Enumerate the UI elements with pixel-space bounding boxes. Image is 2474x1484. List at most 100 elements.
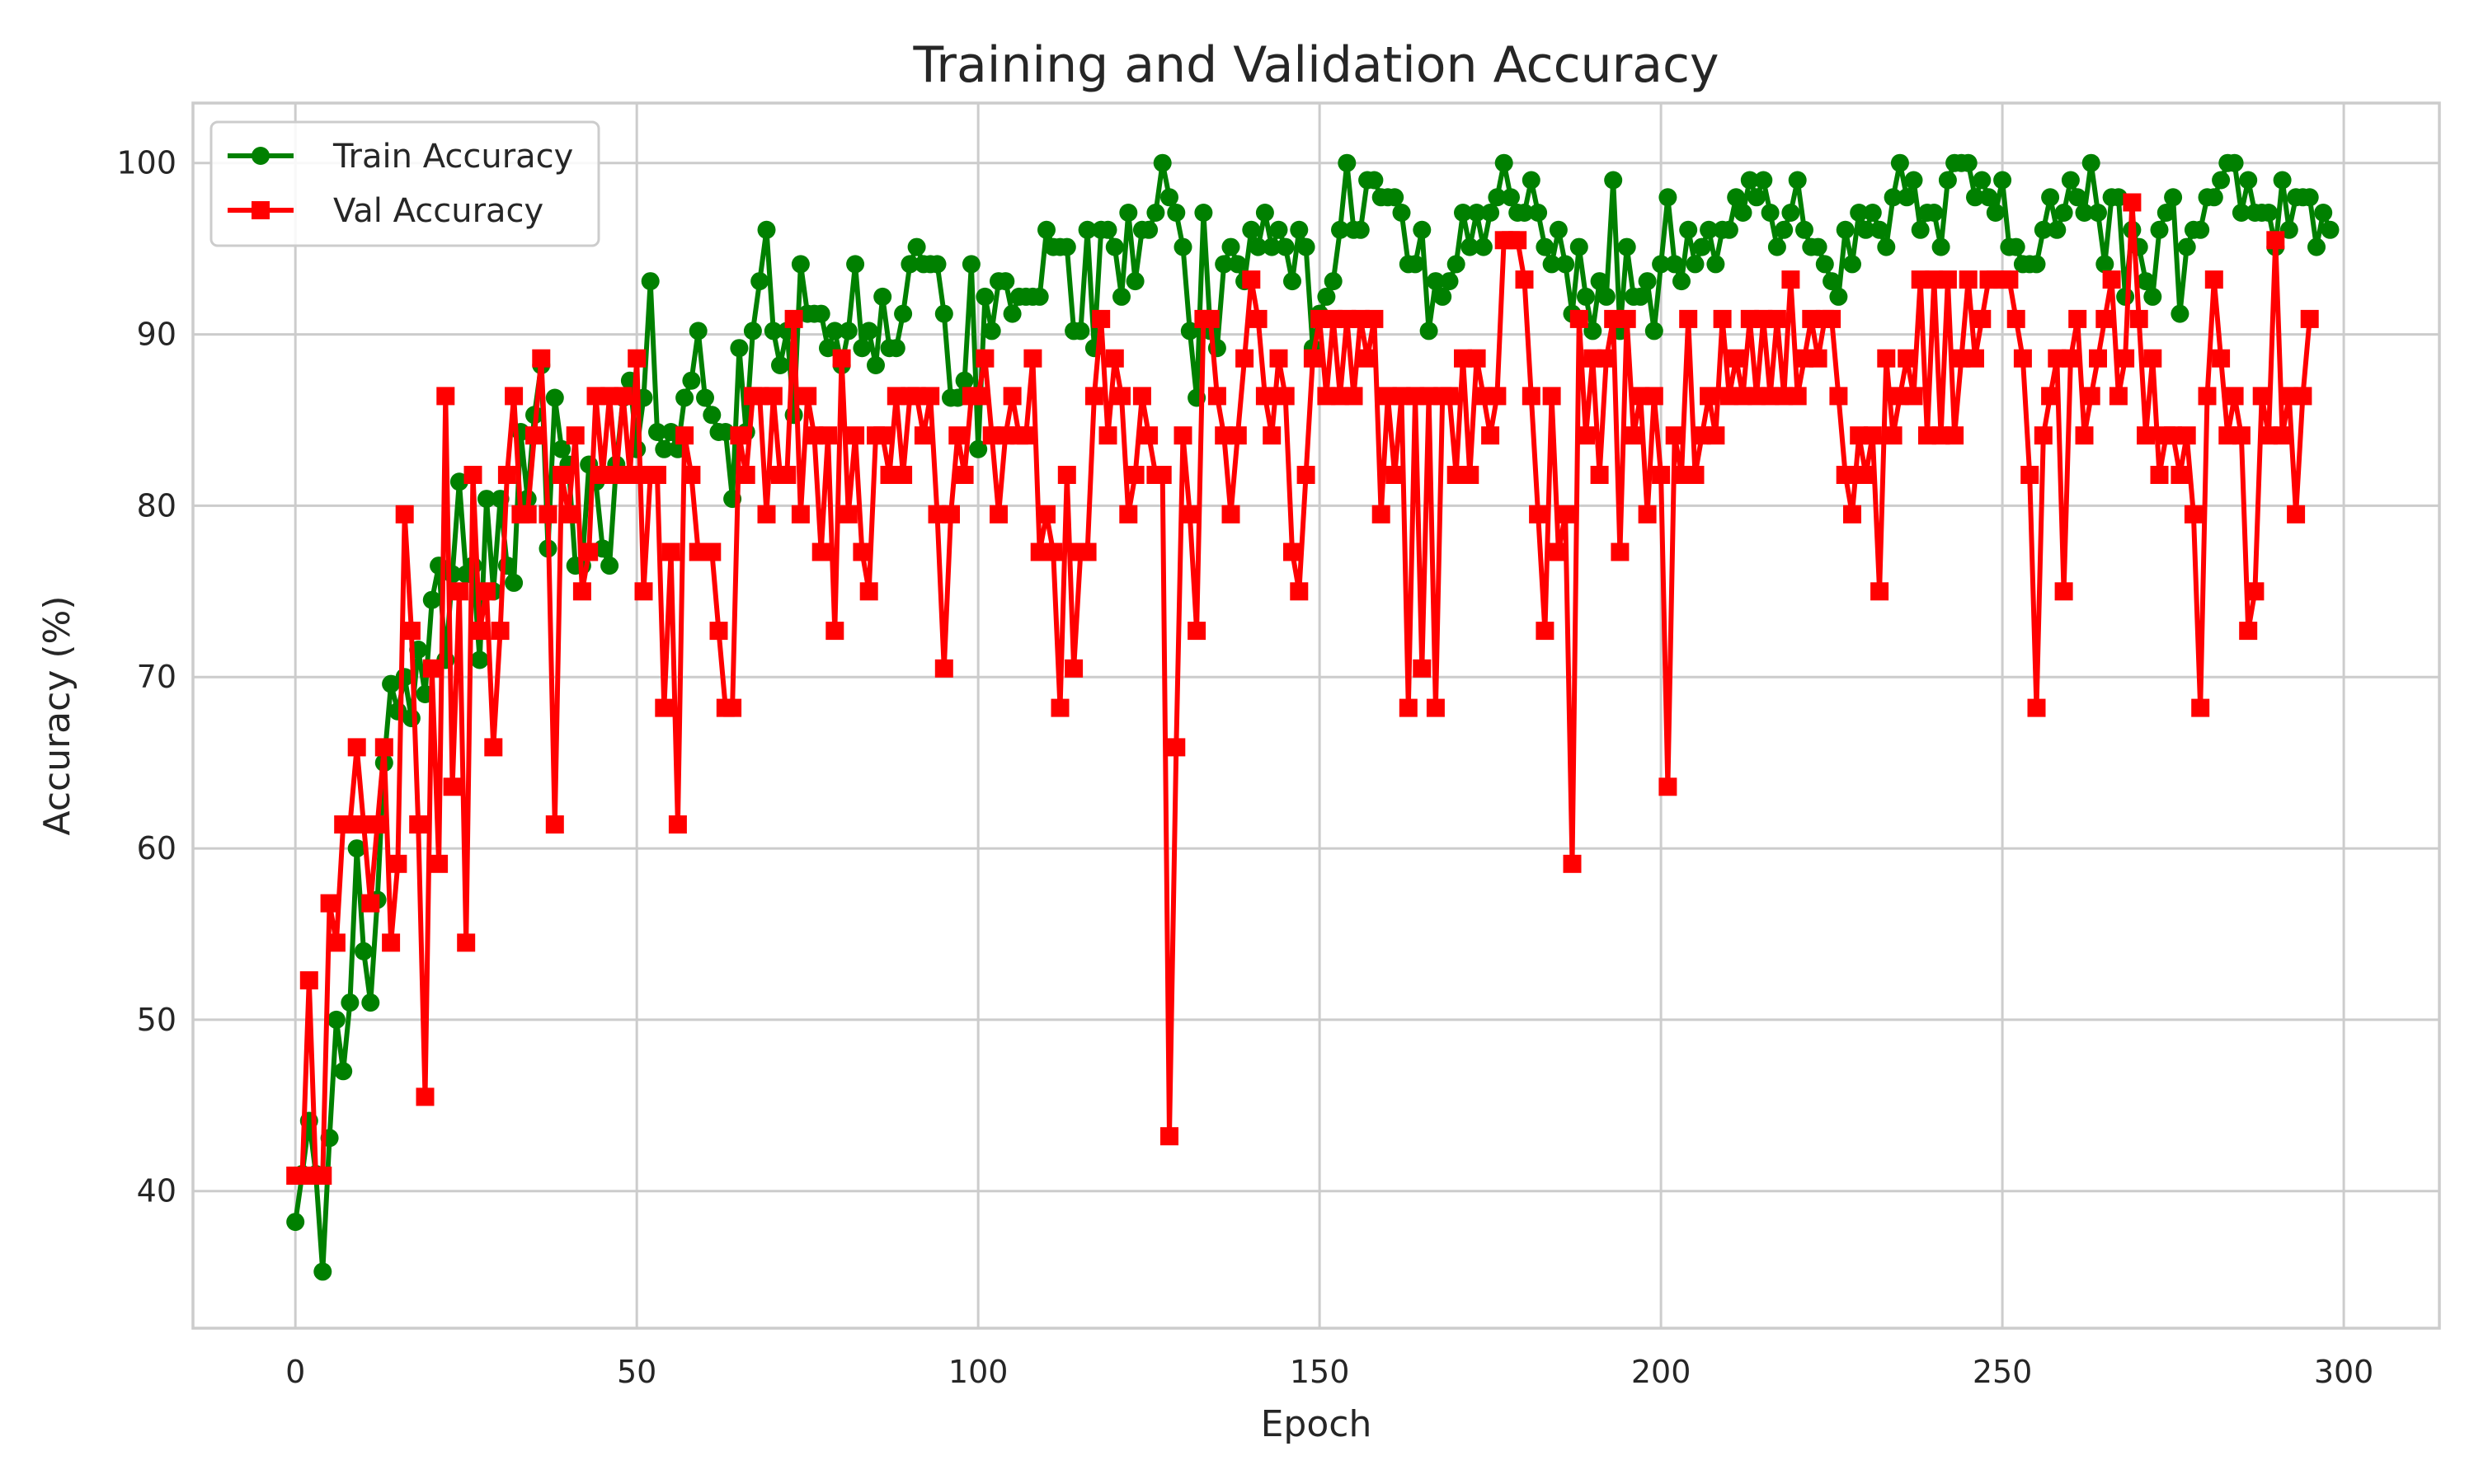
data-point xyxy=(730,339,749,358)
y-tick-label: 60 xyxy=(137,830,176,866)
data-point xyxy=(1700,387,1719,406)
data-point xyxy=(525,426,543,445)
data-point xyxy=(1215,255,1234,274)
data-point xyxy=(1856,220,1875,239)
data-point xyxy=(689,322,708,340)
data-point xyxy=(1440,272,1459,291)
data-point xyxy=(1446,255,1465,274)
data-point xyxy=(1877,349,1896,368)
data-point xyxy=(1850,204,1869,222)
data-point xyxy=(1652,466,1671,484)
x-axis-label: Epoch xyxy=(1261,1403,1372,1445)
tick-labels: 0 50 100 150 200 250 300 40 50 60 70 80 90 100 xyxy=(116,145,2373,1390)
data-point xyxy=(955,371,974,390)
data-point xyxy=(1767,309,1786,328)
legend: Train Accuracy Val Accuracy xyxy=(209,120,600,247)
data-point xyxy=(1569,237,1588,256)
data-point xyxy=(518,505,537,524)
data-point xyxy=(1529,204,1548,222)
data-point xyxy=(430,854,449,873)
data-point xyxy=(1221,505,1240,524)
data-point xyxy=(1700,220,1719,239)
data-point xyxy=(355,815,373,834)
data-point xyxy=(2054,582,2073,601)
data-point xyxy=(1283,542,1301,561)
data-point xyxy=(1597,349,1616,368)
data-point xyxy=(2102,270,2121,289)
data-point xyxy=(1918,426,1936,445)
data-point xyxy=(1153,153,1172,172)
data-point xyxy=(2212,349,2231,368)
data-point xyxy=(628,349,647,368)
data-point xyxy=(347,839,366,858)
data-point xyxy=(2143,287,2162,306)
data-point xyxy=(1829,387,1848,406)
data-point xyxy=(859,582,878,601)
data-point xyxy=(648,466,666,484)
series-layer xyxy=(286,153,2340,1281)
data-point xyxy=(341,993,360,1012)
data-point xyxy=(757,220,776,239)
data-point xyxy=(1419,387,1438,406)
data-point xyxy=(566,426,585,445)
data-point xyxy=(1788,171,1807,190)
data-point xyxy=(778,466,797,484)
data-point xyxy=(2191,220,2210,239)
data-point xyxy=(1569,309,1588,328)
data-point xyxy=(1317,287,1336,306)
data-point xyxy=(1706,426,1725,445)
data-point xyxy=(1071,322,1090,340)
y-tick-label: 100 xyxy=(116,145,176,181)
data-point xyxy=(1454,204,1472,222)
data-point xyxy=(491,622,510,641)
data-point xyxy=(1686,255,1705,274)
data-point xyxy=(2266,231,2285,250)
data-point xyxy=(402,709,421,728)
data-point xyxy=(286,1213,305,1232)
data-point xyxy=(1529,505,1548,524)
data-point xyxy=(361,993,380,1012)
data-point xyxy=(1296,237,1315,256)
data-point xyxy=(1078,542,1097,561)
data-point xyxy=(1713,309,1732,328)
data-point xyxy=(907,237,926,256)
data-point xyxy=(2027,698,2046,717)
data-point xyxy=(1706,255,1725,274)
y-tick-label: 70 xyxy=(137,659,176,695)
data-point xyxy=(1904,171,1923,190)
data-point xyxy=(2150,466,2169,484)
chart-title: Training and Validation Accuracy xyxy=(912,36,1719,94)
data-point xyxy=(1331,220,1349,239)
data-point xyxy=(1044,542,1063,561)
data-point xyxy=(716,423,735,441)
data-point xyxy=(1959,153,1978,172)
data-point xyxy=(1850,426,1869,445)
data-point xyxy=(1522,387,1540,406)
data-point xyxy=(1556,255,1575,274)
data-point xyxy=(1863,426,1882,445)
data-point xyxy=(1815,255,1834,274)
data-point xyxy=(1126,272,1145,291)
data-point xyxy=(1105,349,1124,368)
data-point xyxy=(661,542,680,561)
data-point xyxy=(825,622,844,641)
data-point xyxy=(2081,153,2100,172)
data-point xyxy=(682,371,701,390)
data-point xyxy=(675,388,694,407)
data-point xyxy=(962,255,981,274)
data-point xyxy=(1140,426,1159,445)
data-point xyxy=(1051,698,1070,717)
data-point xyxy=(1631,287,1650,306)
data-point xyxy=(1324,309,1343,328)
data-point xyxy=(703,406,722,425)
data-point xyxy=(948,426,967,445)
data-point xyxy=(1577,287,1595,306)
data-point xyxy=(1727,349,1746,368)
data-point xyxy=(1296,466,1315,484)
data-point xyxy=(921,387,940,406)
data-point xyxy=(1938,171,1957,190)
data-point xyxy=(320,894,339,913)
data-point xyxy=(839,505,858,524)
data-point xyxy=(327,933,346,952)
data-point xyxy=(1385,466,1404,484)
